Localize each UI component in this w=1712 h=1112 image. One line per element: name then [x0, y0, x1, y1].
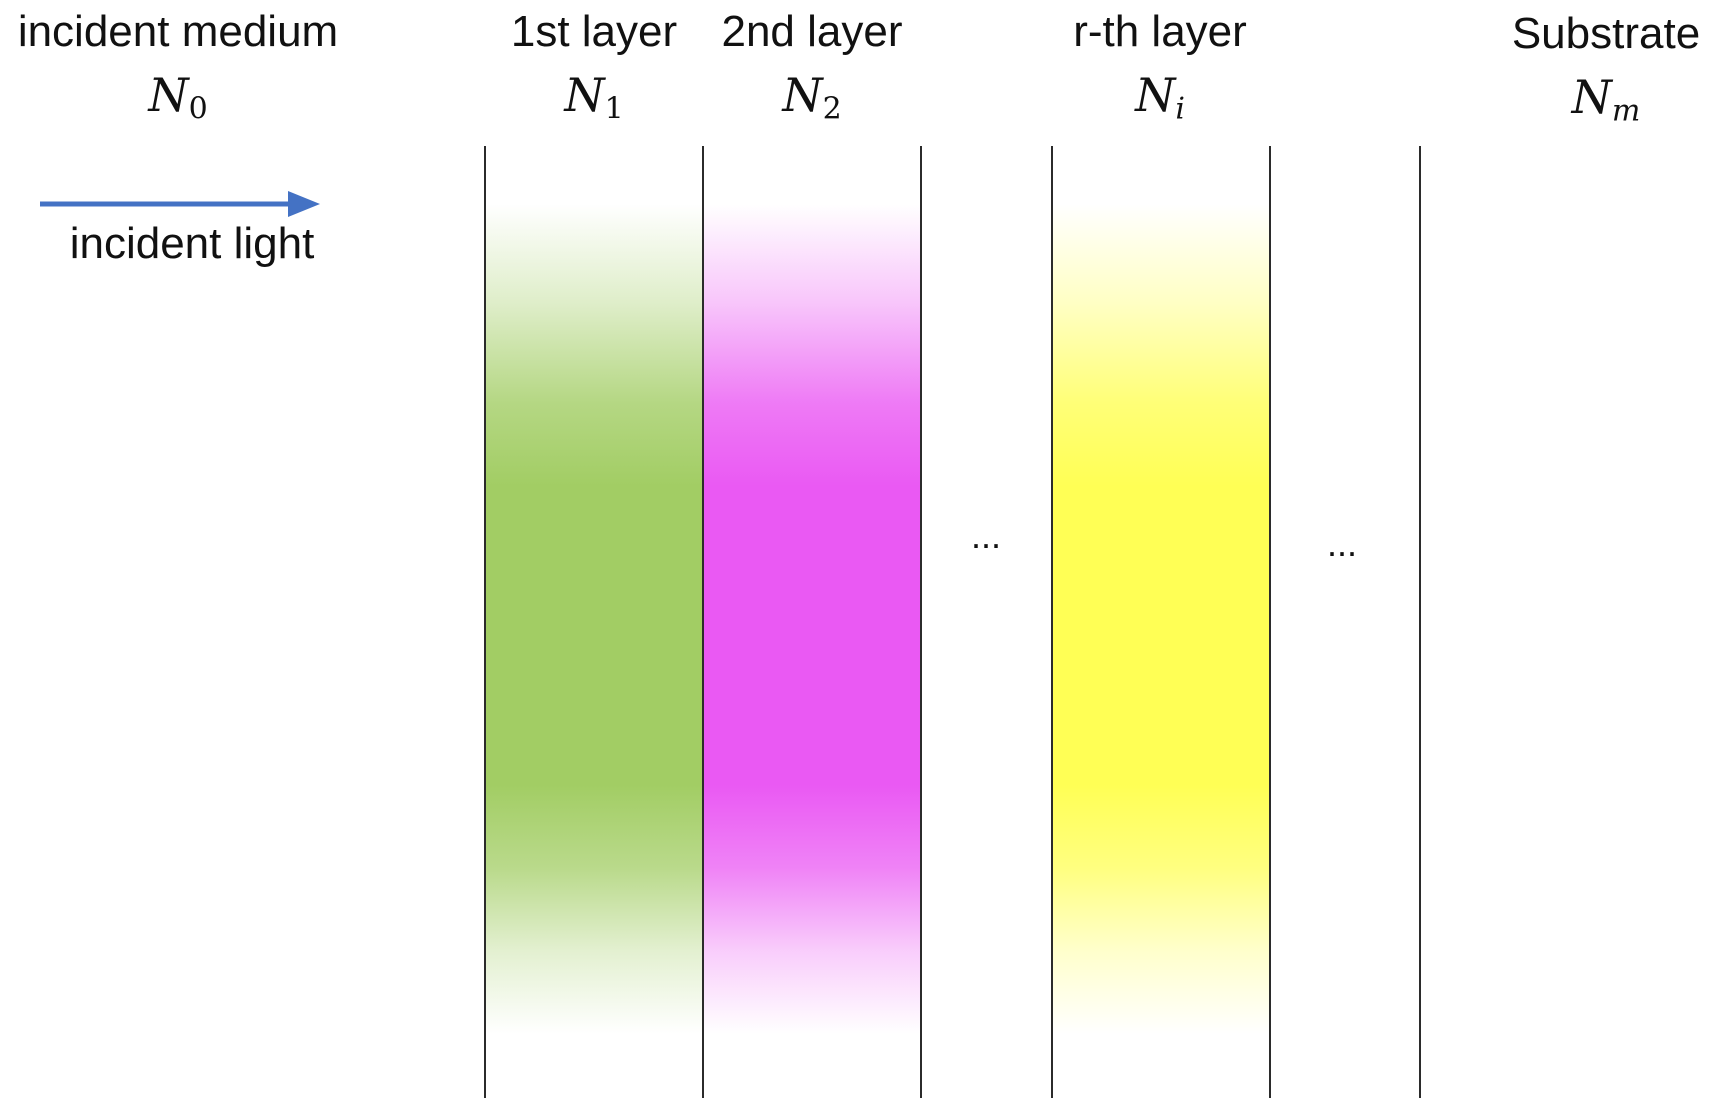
incident-medium-label: incident medium — [17, 7, 339, 56]
layer1-band — [485, 204, 703, 1034]
layer-r-symbol: Ni — [1135, 68, 1185, 127]
substrate-label: Substrate — [1511, 9, 1701, 58]
boundary-line-2 — [702, 146, 704, 1098]
layer-r-label: r-th layer — [1073, 7, 1247, 56]
boundary-line-4 — [1051, 146, 1053, 1098]
boundary-line-6 — [1419, 146, 1421, 1098]
incident-medium-symbol: N0 — [148, 68, 208, 127]
layer1-symbol: N1 — [564, 68, 624, 127]
layer2-label: 2nd layer — [721, 7, 903, 56]
layer2-band — [703, 204, 921, 1034]
incident-light-label: incident light — [69, 219, 315, 268]
substrate-symbol: Nm — [1571, 70, 1641, 129]
layer-r-band — [1051, 204, 1269, 1034]
ellipsis-left: ... — [970, 515, 1002, 556]
layer2-symbol: N2 — [782, 68, 842, 127]
boundary-line-5 — [1269, 146, 1271, 1098]
boundary-line-3 — [920, 146, 922, 1098]
ellipsis-right: ... — [1326, 523, 1358, 564]
boundary-line-1 — [484, 146, 486, 1098]
incident-light-arrow — [40, 191, 320, 217]
layer1-label: 1st layer — [510, 7, 678, 56]
